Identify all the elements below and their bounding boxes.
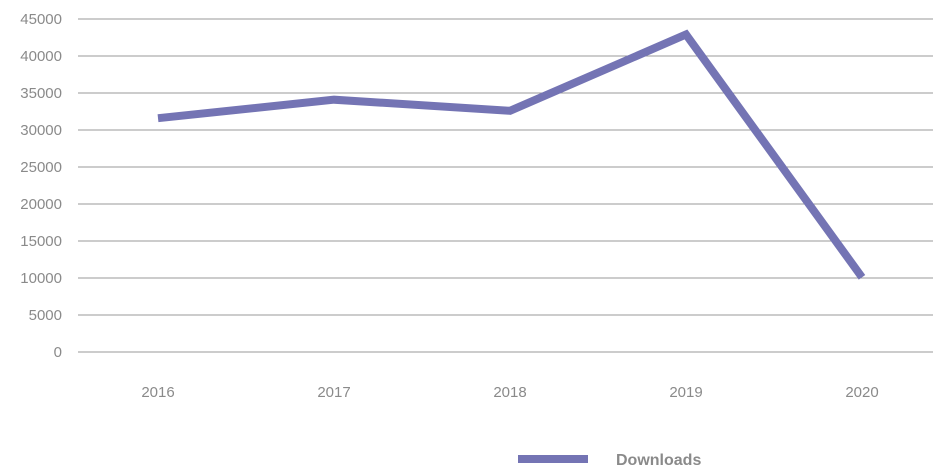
y-tick-label: 35000 — [20, 85, 62, 102]
y-tick-label: 30000 — [20, 122, 62, 139]
series-lines — [157, 29, 866, 280]
x-tick-label: 2019 — [669, 384, 702, 401]
y-tick-label: 20000 — [20, 196, 62, 213]
y-tick-label: 5000 — [29, 307, 62, 324]
y-tick-label: 25000 — [20, 159, 62, 176]
legend-label-downloads: Downloads — [616, 452, 701, 468]
x-tick-label: 2017 — [317, 384, 350, 401]
x-tick-label: 2020 — [845, 384, 878, 401]
legend: Downloads — [518, 452, 701, 468]
x-axis-ticks: 2016 2017 2018 2019 2020 — [141, 384, 878, 401]
y-tick-label: 15000 — [20, 233, 62, 250]
y-tick-label: 45000 — [20, 11, 62, 28]
y-tick-label: 10000 — [20, 270, 62, 287]
y-tick-label: 40000 — [20, 48, 62, 65]
y-axis-ticks: 0 5000 10000 15000 20000 25000 30000 35000 40000… — [20, 11, 62, 361]
x-tick-label: 2016 — [141, 384, 174, 401]
y-tick-label: 0 — [54, 344, 62, 361]
x-tick-label: 2018 — [493, 384, 526, 401]
gridlines — [78, 18, 933, 353]
